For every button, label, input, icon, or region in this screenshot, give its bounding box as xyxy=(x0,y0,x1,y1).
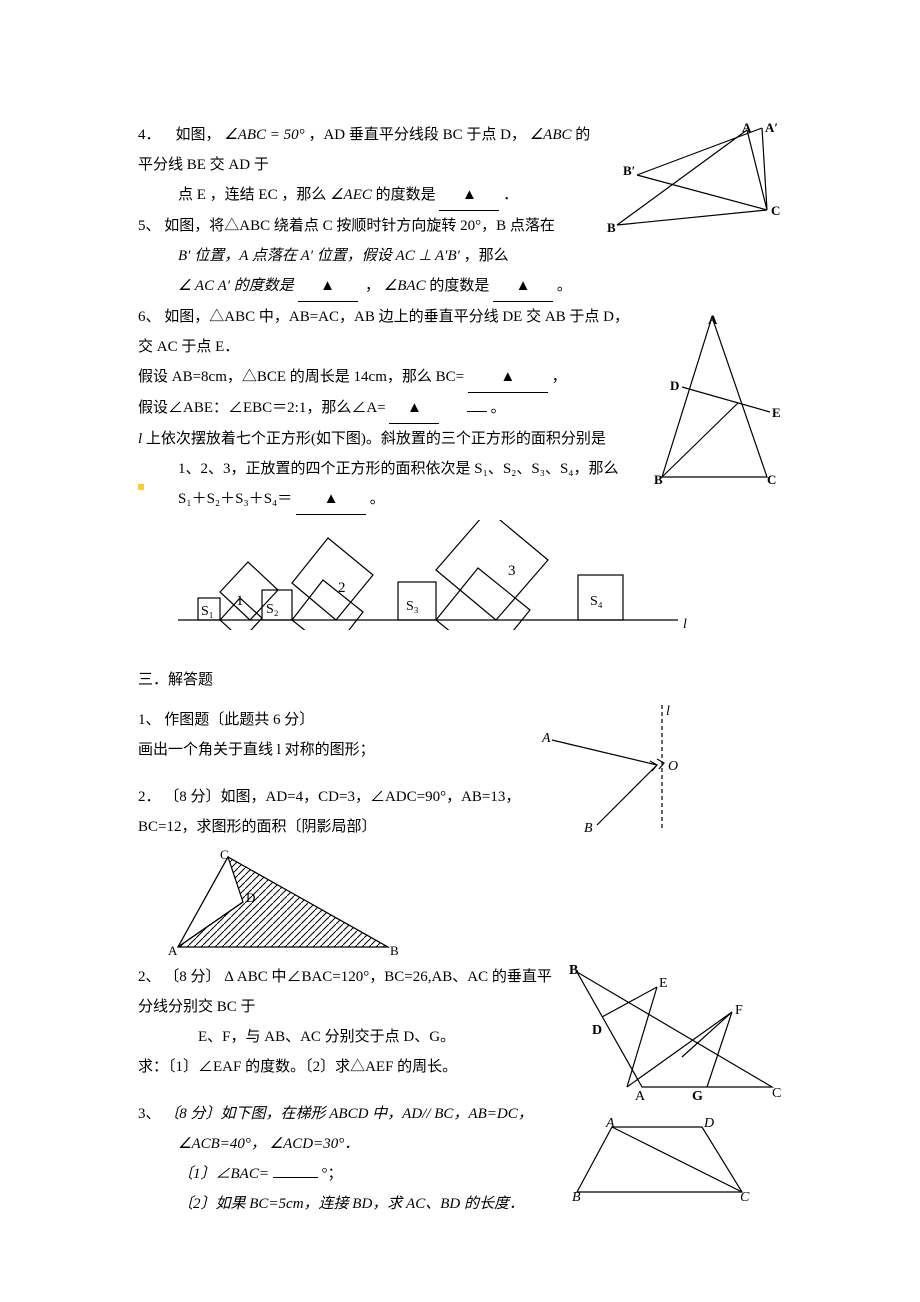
q6-number: 6、 xyxy=(138,309,161,325)
p2a-figure: C D A B xyxy=(168,847,782,962)
label-A: A xyxy=(542,731,551,746)
p1-number: 1、 xyxy=(138,712,161,728)
label-D: D xyxy=(592,1023,602,1038)
tilt-1: 1 xyxy=(236,593,244,609)
label-C: C xyxy=(220,847,229,862)
p2b-figure: B E D F A G C xyxy=(567,962,782,1107)
label-B: B xyxy=(584,821,593,835)
label-B: B xyxy=(569,963,578,978)
label-B: B xyxy=(607,220,616,235)
p1-figure: l A O B xyxy=(542,705,722,840)
label-E: E xyxy=(659,976,668,991)
p3-figure: A D B C xyxy=(572,1117,752,1207)
p2a-number: 2． xyxy=(138,789,161,805)
q5-line2: B′ 位置，A 点落在 A′ 位置，假设 AC ⊥ A′B′ ，那么 xyxy=(138,241,782,271)
q5-number: 5、 xyxy=(138,218,161,234)
label-A: A xyxy=(742,120,752,135)
label-O: O xyxy=(668,759,678,774)
s2: S₂ xyxy=(266,602,279,617)
s3: S₃ xyxy=(406,599,419,614)
q5-line3: ∠ AC A′ 的度数是 ▲ ， ∠BAC 的度数是 ▲ 。 xyxy=(138,271,782,302)
s1: S₁ xyxy=(201,604,214,619)
q5-figure: A A′ B′ B C xyxy=(607,120,782,245)
bullet-icon xyxy=(138,484,144,490)
tilt-2: 2 xyxy=(338,580,346,596)
label-F: F xyxy=(735,1003,743,1018)
s4: S₄ xyxy=(590,594,603,609)
q6-figure: A D E B C xyxy=(652,312,782,492)
label-A: A xyxy=(708,312,718,327)
seven-squares-figure: 1 2 3 S₁ S₂ S₃ S₄ l xyxy=(178,520,782,635)
label-B: B xyxy=(572,1190,581,1202)
label-C: C xyxy=(740,1190,750,1202)
label-C: C xyxy=(771,203,780,218)
tilt-3: 3 xyxy=(508,563,516,579)
label-Bp: B′ xyxy=(623,163,635,178)
label-C: C xyxy=(772,1086,781,1101)
label-A: A xyxy=(605,1117,615,1131)
section3-title: 三．解答题 xyxy=(138,665,782,695)
label-G: G xyxy=(692,1089,703,1102)
label-C: C xyxy=(767,472,776,487)
label-A: A xyxy=(168,943,178,957)
label-D: D xyxy=(246,890,255,905)
axis-l: l xyxy=(683,617,687,630)
p3-number: 3、 xyxy=(138,1106,161,1122)
label-D: D xyxy=(703,1117,714,1131)
q4-number: 4． xyxy=(138,127,161,143)
label-B: B xyxy=(654,472,663,487)
label-l: l xyxy=(666,705,670,719)
label-B: B xyxy=(390,943,399,957)
label-Ap: A′ xyxy=(765,120,778,135)
label-A: A xyxy=(635,1089,646,1102)
p2b-number: 2、 xyxy=(138,969,161,985)
label-D: D xyxy=(670,378,679,393)
label-E: E xyxy=(772,405,781,420)
